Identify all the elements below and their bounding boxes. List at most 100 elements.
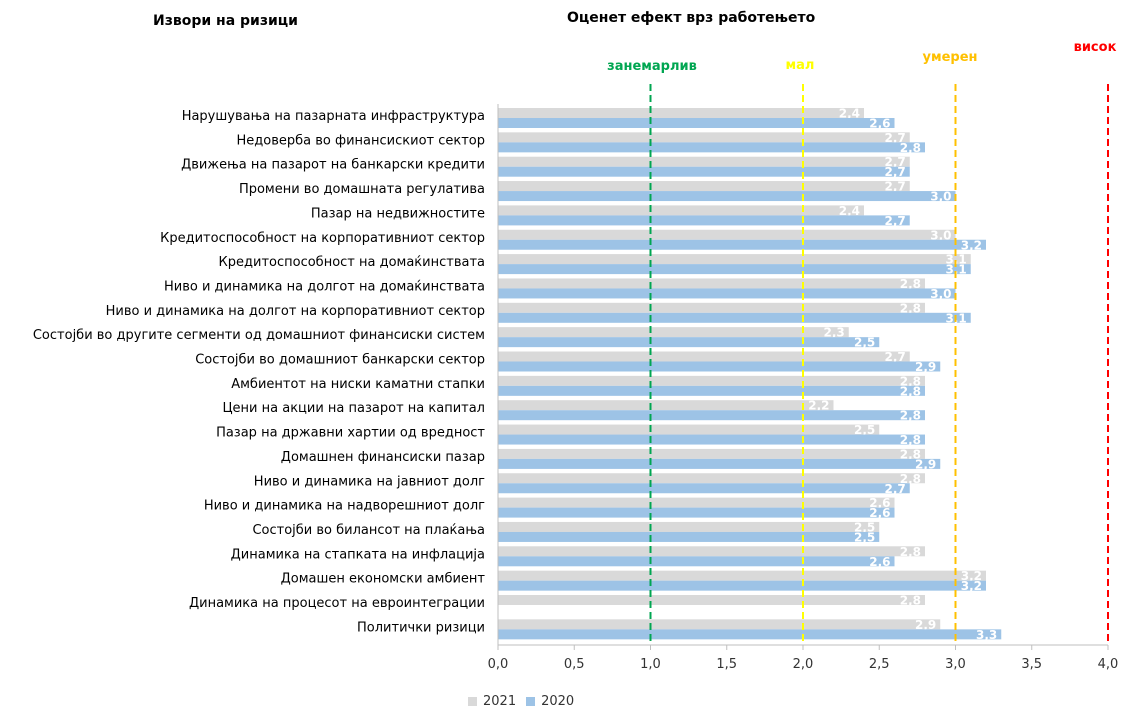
data-label-2021: 2,8 — [900, 447, 921, 461]
bar-2020 — [498, 458, 941, 469]
data-label-2021: 2,7 — [884, 131, 905, 145]
data-label-2021: 2,2 — [808, 399, 829, 413]
category-label: Амбиентот на ниски каматни стапки — [231, 377, 485, 392]
bar-2020 — [498, 483, 910, 494]
category-label: Политички ризици — [357, 620, 485, 635]
bar-2021 — [498, 351, 910, 362]
data-label-2020: 2,5 — [854, 530, 875, 544]
data-label-2021: 2,8 — [900, 301, 921, 315]
data-label-2021: 2,8 — [900, 594, 921, 608]
category-label: Ниво и динамика на долгот на корпоративн… — [106, 304, 485, 319]
legend-label-2021: 2021 — [483, 694, 517, 709]
data-label-2020: 2,8 — [900, 433, 921, 447]
bar-2020 — [498, 629, 1002, 640]
bar-2020 — [498, 434, 925, 445]
data-label-2020: 2,8 — [900, 409, 921, 423]
data-label-2021: 2,5 — [854, 423, 875, 437]
data-label-2020: 2,9 — [915, 457, 936, 471]
bar-2021 — [498, 302, 925, 313]
bar-2020 — [498, 556, 895, 567]
data-label-2021: 2,8 — [900, 277, 921, 291]
bar-2020 — [498, 118, 895, 128]
sources-title: Извори на ризици — [153, 13, 298, 29]
bar-2021 — [498, 595, 925, 605]
data-label-2021: 2,7 — [884, 180, 905, 194]
category-label: Ниво и динамика на надворешниот долг — [204, 499, 485, 514]
x-tick-label: 0,5 — [564, 657, 585, 672]
data-label-2021: 2,5 — [854, 520, 875, 534]
threshold-label: мал — [786, 58, 815, 73]
bar-2020 — [498, 142, 925, 153]
chart-title: Оценет ефект врз работењето — [567, 10, 816, 26]
bar-2021 — [498, 400, 834, 411]
data-label-2021: 2,3 — [823, 326, 844, 340]
legend: 2021 2020 — [468, 694, 574, 709]
category-label: Домашен економски амбиент — [281, 572, 486, 587]
bar-2021 — [498, 229, 956, 240]
data-label-2020: 3,0 — [930, 190, 951, 204]
category-label: Состојби во другите сегменти од домашнио… — [33, 328, 485, 343]
bar-2021 — [498, 546, 925, 557]
bar-2021 — [498, 448, 925, 459]
threshold-label: занемарлив — [607, 59, 697, 74]
bar-2021 — [498, 132, 910, 143]
bar-2020 — [498, 215, 910, 226]
bar-2021 — [498, 205, 864, 216]
bar-2020 — [498, 288, 956, 299]
category-label: Ниво и динамика на долгот на домаќинства… — [164, 279, 485, 294]
data-label-2020: 2,6 — [869, 506, 890, 520]
category-label: Кредитоспособност на корпоративниот сект… — [160, 231, 485, 246]
data-label-2021: 2,7 — [884, 350, 905, 364]
bar-2020 — [498, 191, 956, 202]
data-label-2020: 2,8 — [900, 141, 921, 155]
x-tick-label: 1,5 — [716, 657, 737, 672]
bar-2020 — [498, 385, 925, 396]
legend-swatch-2021 — [468, 697, 477, 706]
category-label: Движења на пазарот на банкарски кредити — [181, 158, 485, 173]
category-label: Домашнен финансиски пазар — [281, 450, 485, 465]
x-tick-label: 2,5 — [869, 657, 890, 672]
bar-2020 — [498, 410, 925, 421]
category-label: Пазар на недвижностите — [311, 206, 485, 221]
bar-2021 — [498, 327, 849, 338]
data-label-2021: 2,6 — [869, 496, 890, 510]
threshold-label: умерен — [922, 50, 977, 65]
data-label-2021: 3,2 — [961, 569, 982, 583]
bar-2020 — [498, 166, 910, 177]
legend-label-2020: 2020 — [541, 694, 575, 709]
category-label: Промени во домашната регулатива — [239, 182, 485, 197]
category-label: Ниво и динамика на јавниот долг — [254, 474, 485, 489]
data-label-2020: 2,6 — [869, 117, 890, 131]
x-tick-label: 3,0 — [945, 657, 966, 672]
category-label: Состојби во домашниот банкарски сектор — [195, 353, 485, 368]
data-label-2021: 3,1 — [945, 253, 966, 267]
data-label-2020: 2,7 — [884, 165, 905, 179]
category-label: Недоверба во финансискиот сектор — [237, 133, 486, 148]
bar-2021 — [498, 181, 910, 192]
category-label: Динамика на процесот на евроинтеграции — [189, 596, 485, 611]
bar-2021 — [498, 619, 941, 630]
x-tick-label: 2,0 — [793, 657, 814, 672]
category-label: Цени на акции на пазарот на капитал — [222, 401, 485, 416]
data-label-2020: 2,7 — [884, 482, 905, 496]
data-label-2021: 3,0 — [930, 228, 951, 242]
bar-2020 — [498, 239, 986, 250]
data-label-2021: 2,4 — [839, 107, 860, 121]
data-label-2020: 3,2 — [961, 238, 982, 252]
bar-2020 — [498, 264, 971, 275]
data-label-2020: 3,0 — [930, 287, 951, 301]
data-label-2021: 2,8 — [900, 472, 921, 486]
bar-2020 — [498, 531, 880, 542]
bar-2021 — [498, 424, 880, 435]
data-label-2020: 2,5 — [854, 336, 875, 350]
category-label: Динамика на стапката на инфлација — [231, 547, 485, 562]
legend-swatch-2020 — [526, 697, 536, 706]
x-tick-label: 0,0 — [488, 657, 509, 672]
x-tick-label: 4,0 — [1098, 657, 1119, 672]
data-label-2020: 2,6 — [869, 555, 890, 569]
bar-2021 — [498, 375, 925, 386]
bar-2020 — [498, 361, 941, 372]
bar-2021 — [498, 497, 895, 508]
